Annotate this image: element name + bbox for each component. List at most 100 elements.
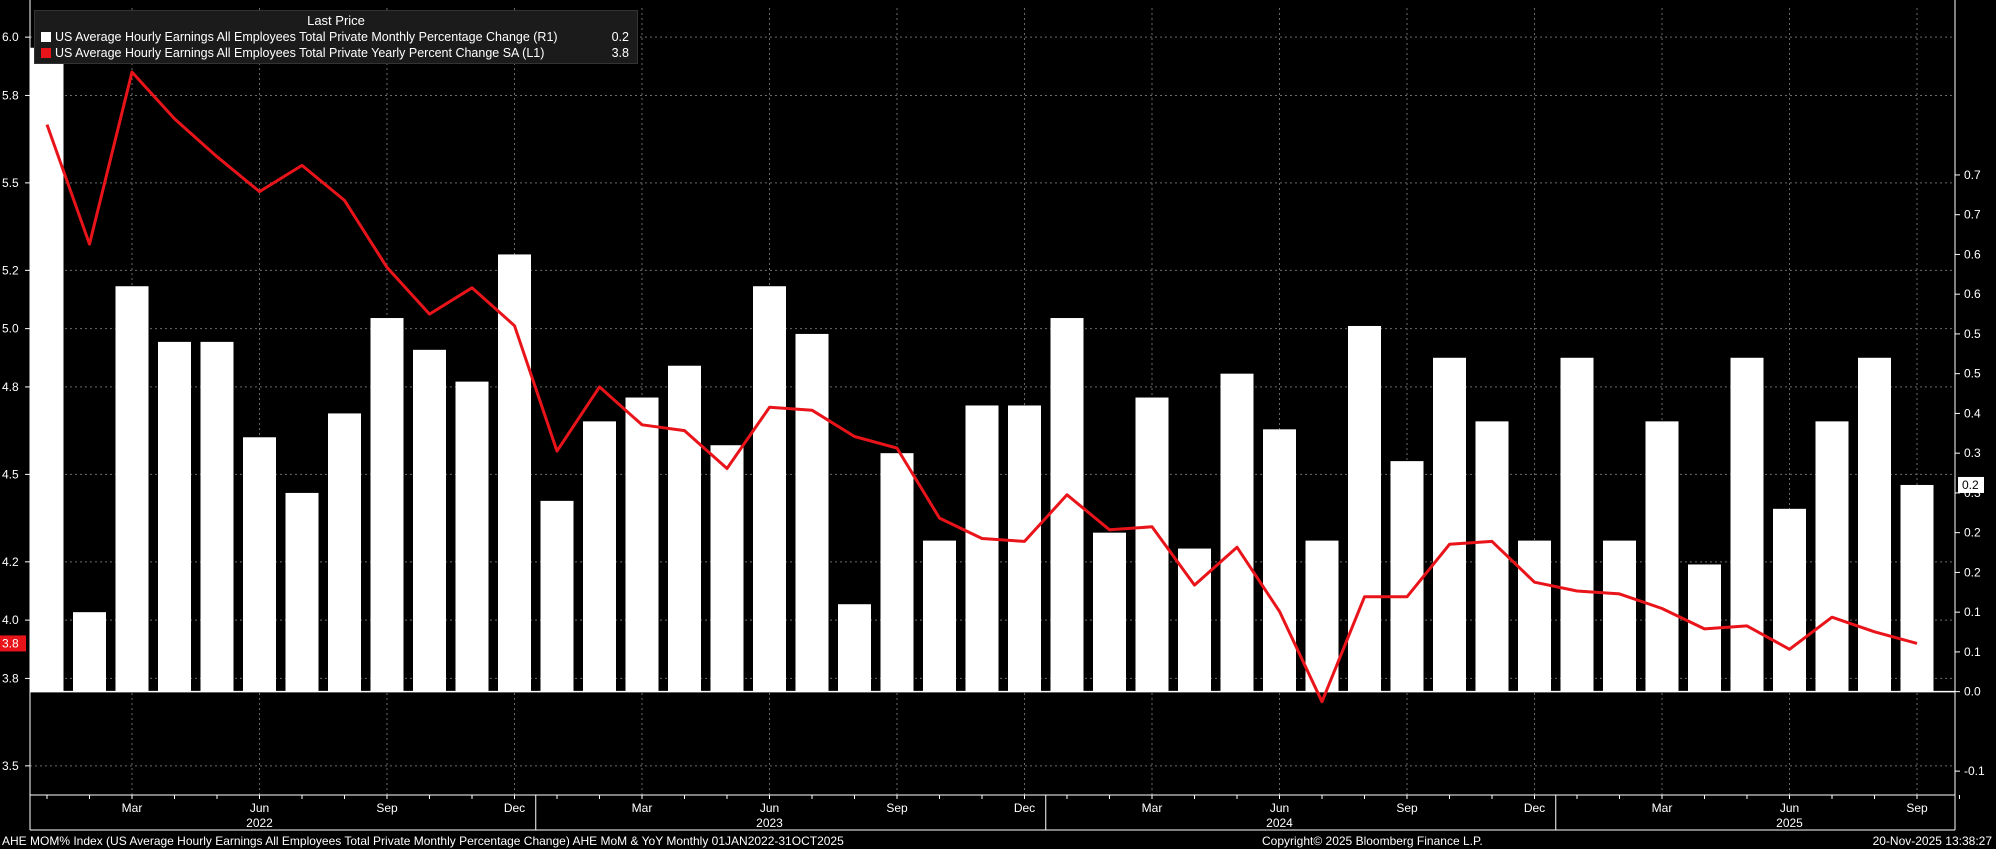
bar-series <box>30 47 1934 692</box>
bar <box>1135 397 1169 692</box>
right-tick-label: 0.5 <box>1964 327 1981 341</box>
bar <box>583 421 616 692</box>
bar <box>30 47 64 692</box>
bar <box>1263 429 1296 692</box>
x-tick-label: Dec <box>504 801 525 815</box>
left-tick-label: 6.0 <box>2 30 19 44</box>
x-axis-labels: Mar Jun Sep Dec Mar Jun Sep Dec Mar Jun Sep Dec Mar J… <box>122 801 1928 830</box>
bar <box>1093 532 1126 692</box>
bar <box>923 540 956 692</box>
x-tick-label: Jun <box>250 801 269 815</box>
left-tick-label: 4.2 <box>2 555 19 569</box>
bar <box>1603 540 1636 692</box>
bar <box>158 341 191 692</box>
left-tick-label: 5.0 <box>2 322 19 336</box>
bar <box>1858 357 1891 692</box>
legend-label-monthly: US Average Hourly Earnings All Employees… <box>55 30 558 44</box>
legend-entry-yearly: US Average Hourly Earnings All Employees… <box>41 46 544 60</box>
right-last-value: 0.2 <box>1962 478 1979 492</box>
left-tick-label: 3.8 <box>2 671 19 685</box>
bar <box>1560 357 1594 692</box>
x-year-label: 2023 <box>756 816 783 830</box>
right-tick-label: 0.0 <box>1964 685 1981 699</box>
legend-label-yearly: US Average Hourly Earnings All Employees… <box>55 46 545 60</box>
left-tick-label: 4.5 <box>2 467 19 481</box>
bar <box>498 254 531 692</box>
bar <box>1220 373 1254 692</box>
legend-entry-monthly: US Average Hourly Earnings All Employees… <box>41 30 558 44</box>
bar <box>1730 357 1764 692</box>
right-tick-label: 0.1 <box>1964 605 1981 619</box>
x-tick-label: Jun <box>1780 801 1799 815</box>
bar <box>625 397 659 692</box>
right-tick-label: 0.2 <box>1964 565 1981 579</box>
x-tick-label: Sep <box>1906 801 1928 815</box>
bar <box>710 445 744 692</box>
bar <box>328 413 361 692</box>
bar <box>753 286 786 692</box>
right-tick-label: 0.3 <box>1964 446 1981 460</box>
bar <box>1815 421 1849 692</box>
bar <box>1773 508 1806 692</box>
right-tick-label: 0.5 <box>1964 367 1981 381</box>
legend-swatch-monthly <box>41 32 51 42</box>
bar <box>540 500 574 692</box>
left-last-value-badge <box>0 635 26 652</box>
bar <box>838 604 871 692</box>
left-tick-label: 4.8 <box>2 380 19 394</box>
bar <box>965 405 999 692</box>
x-tick-label: Mar <box>122 801 143 815</box>
bar <box>1518 540 1551 692</box>
x-tick-label: Mar <box>632 801 653 815</box>
x-tick-label: Sep <box>1396 801 1418 815</box>
x-tick-label: Jun <box>1270 801 1289 815</box>
left-last-value: 3.8 <box>2 636 19 650</box>
bar <box>795 333 829 692</box>
left-axis-labels: 3.5 3.8 4.0 4.2 4.5 4.8 5.0 5.2 5.5 5.8 6.0 3.8 <box>0 30 30 773</box>
bar <box>413 349 446 692</box>
right-tick-label: 0.6 <box>1964 247 1981 261</box>
bar <box>668 365 701 692</box>
footer-timestamp: 20-Nov-2025 13:38:27 <box>1872 834 1992 848</box>
left-tick-label: 4.0 <box>2 613 19 627</box>
bar <box>243 437 276 692</box>
left-tick-label: 5.2 <box>2 263 19 277</box>
bar <box>1305 540 1339 692</box>
legend-swatch-yearly <box>41 48 51 58</box>
right-axis-labels: -0.10.00.10.10.20.20.30.30.40.50.50.60.6… <box>1955 168 1985 778</box>
bar <box>1390 461 1424 692</box>
bar <box>1008 405 1041 692</box>
bar <box>285 492 319 692</box>
x-tick-label: Mar <box>1652 801 1673 815</box>
right-last-value-badge <box>1958 476 1984 493</box>
right-tick-label: 0.2 <box>1964 526 1981 540</box>
bar <box>200 341 234 692</box>
right-tick-label: 0.4 <box>1964 406 1981 420</box>
x-tick-label: Dec <box>1014 801 1035 815</box>
yoy-line <box>45 70 1918 704</box>
right-tick-label: 0.7 <box>1964 208 1981 222</box>
right-tick-label: 0.7 <box>1964 168 1981 182</box>
x-year-label: 2025 <box>1776 816 1803 830</box>
left-tick-label: 5.5 <box>2 176 19 190</box>
x-year-label: 2022 <box>246 816 273 830</box>
bar <box>370 318 404 692</box>
bar <box>1475 421 1509 692</box>
bar <box>1433 357 1466 692</box>
x-tick-label: Mar <box>1142 801 1163 815</box>
line-series <box>45 70 1918 704</box>
left-tick-label: 3.5 <box>2 759 19 773</box>
left-tick-label: 5.8 <box>2 88 19 102</box>
x-tick-label: Dec <box>1524 801 1545 815</box>
legend-value-yearly: 3.8 <box>611 46 629 60</box>
x-tick-label: Sep <box>886 801 908 815</box>
right-tick-label: -0.1 <box>1964 764 1985 778</box>
bar <box>880 453 914 692</box>
right-tick-label: 0.1 <box>1964 645 1981 659</box>
bar <box>115 286 149 692</box>
legend: Last Price US Average Hourly Earnings Al… <box>34 10 638 64</box>
bar <box>1645 421 1679 692</box>
x-tick-label: Sep <box>376 801 398 815</box>
footer-copyright: Copyright© 2025 Bloomberg Finance L.P. <box>1262 834 1483 848</box>
bar <box>455 381 489 692</box>
